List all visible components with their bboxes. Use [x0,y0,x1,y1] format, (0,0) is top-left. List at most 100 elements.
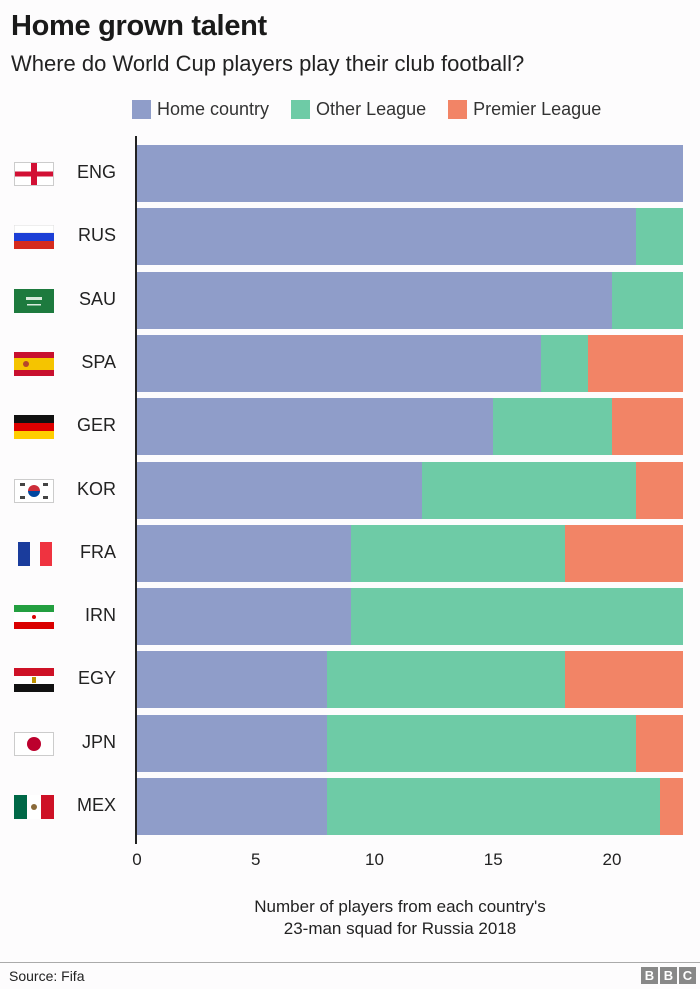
flag-fra-icon [14,541,54,566]
x-axis-label-line1: Number of players from each country's [254,897,546,916]
legend-swatch [132,100,151,119]
bbc-logo-letter: C [679,967,696,984]
bar-row-irn: IRN [0,588,700,646]
flag-eng-icon [14,162,54,186]
legend-item: Home country [132,99,269,120]
country-code-label: JPN [81,731,116,752]
legend-item: Other League [291,99,426,120]
stacked-bar [137,651,684,709]
country-code-label: EGY [77,668,116,689]
y-axis-line [135,136,137,844]
stacked-bar [137,145,684,202]
country-code-label: IRN [85,605,116,626]
stacked-bar [137,714,684,772]
country-code-label: KOR [76,478,116,499]
flag-mex-icon [14,795,54,819]
country-code-label: SAU [78,288,116,309]
bar-segment-other-league [422,461,636,519]
bar-row-eng: ENG [0,145,700,202]
bar-segment-other-league [350,524,565,582]
stacked-bar [137,461,684,519]
bar-row-jpn: JPN [0,714,700,772]
bar-segment-home-country [137,461,422,519]
bar-segment-other-league [612,271,684,329]
legend: Home country Other League Premier League [132,99,623,120]
stacked-bar [137,208,684,266]
bar-segment-home-country [137,398,494,456]
bar-segment-premier-league [635,714,684,772]
bar-segment-premier-league [612,398,684,456]
legend-label: Home country [157,99,270,119]
bar-segment-premier-league [564,651,684,709]
stacked-bar [137,778,684,835]
bar-row-kor: KOR [0,461,700,519]
flag-jpn-icon [14,731,54,756]
bar-segment-home-country [137,778,327,835]
legend-swatch [448,100,468,119]
bar-segment-home-country [137,524,351,582]
country-code-label: GER [76,415,116,436]
flag-spa-icon [14,351,54,376]
bar-segment-home-country [137,145,684,202]
legend-swatch [291,100,311,119]
flag-egy-icon [14,668,54,693]
country-code-label: ENG [76,162,116,182]
country-code-label: MEX [76,795,116,815]
bar-row-sau: SAU [0,271,700,329]
bar-row-egy: EGY [0,651,700,709]
chart-subtitle: Where do World Cup players play their cl… [11,51,525,76]
bar-segment-home-country [137,588,351,646]
bar-segment-home-country [137,334,541,392]
bar-segment-other-league [350,588,684,646]
bbc-logo-letter: B [660,967,677,984]
country-code-label: RUS [77,225,116,246]
bar-row-fra: FRA [0,524,700,582]
bar-segment-premier-league [588,334,684,392]
bar-row-mex: MEX [0,778,700,835]
bar-segment-premier-league [659,778,684,835]
flag-rus-icon [14,225,54,250]
legend-item: Premier League [448,99,601,120]
x-tick-label: 20 [602,850,622,869]
x-tick-label: 15 [483,850,503,869]
bar-segment-other-league [635,208,684,266]
stacked-bar [137,524,684,582]
bar-segment-other-league [540,334,589,392]
bar-segment-other-league [327,651,565,709]
bar-segment-other-league [327,714,636,772]
bar-segment-home-country [137,208,636,266]
country-code-label: SPA [81,351,116,372]
legend-label: Other League [316,99,427,119]
footer-divider [0,962,700,963]
bbc-logo-letter: B [641,967,658,984]
x-axis-label-line2: 23-man squad for Russia 2018 [283,919,517,938]
bar-row-spa: SPA [0,334,700,392]
stacked-bar [137,334,684,392]
bar-segment-premier-league [564,524,684,582]
flag-irn-icon [14,605,54,630]
bar-segment-home-country [137,271,612,329]
flag-kor-icon [14,478,54,503]
legend-label: Premier League [473,99,602,119]
flag-sau-icon [14,288,54,313]
bar-segment-other-league [327,778,660,835]
country-code-label: FRA [80,541,116,562]
bar-segment-premier-league [635,461,684,519]
x-axis-ticks: 0 5 10 15 20 [0,850,700,874]
source-note: Source: Fifa [9,968,85,984]
x-tick-label: 0 [132,850,142,869]
x-tick-label: 5 [251,850,261,869]
bar-segment-other-league [493,398,612,456]
x-axis-label: Number of players from each country's 23… [200,896,600,940]
bar-row-ger: GER [0,398,700,456]
bbc-logo: B B C [639,967,696,984]
stacked-bar [137,588,684,646]
flag-ger-icon [14,415,54,440]
bar-row-rus: RUS [0,208,700,266]
chart-title: Home grown talent [11,10,267,42]
x-tick-label: 10 [365,850,384,869]
bar-segment-home-country [137,714,327,772]
stacked-bar [137,398,684,456]
stacked-bar [137,271,684,329]
bar-segment-home-country [137,651,327,709]
